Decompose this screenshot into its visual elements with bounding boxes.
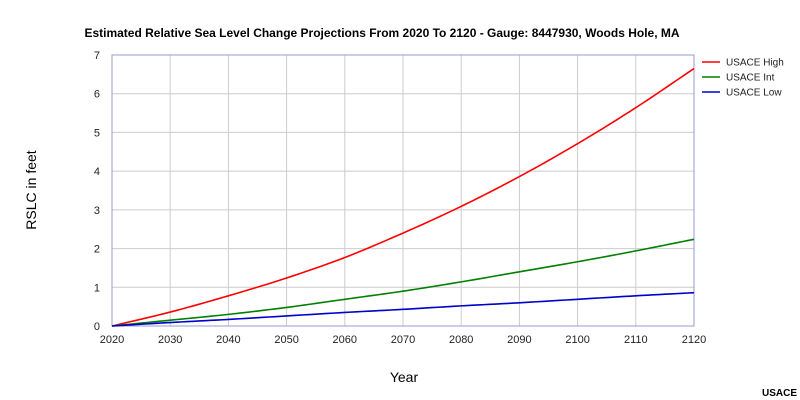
x-axis-label: Year [390,369,419,385]
legend-label-usace-low: USACE Low [726,88,782,99]
y-tick-label: 0 [94,321,100,333]
y-axis-ticks: 0 1 2 3 4 5 6 7 [94,50,100,333]
x-axis-ticks: 2020 2030 2040 2050 2060 2070 2080 2090 2100 2110… [100,334,706,346]
legend-label-usace-int: USACE Int [726,73,775,84]
x-tick-label: 2020 [100,334,124,346]
x-tick-label: 2030 [158,334,182,346]
legend: USACE High USACE Int USACE Low [702,58,784,99]
x-tick-label: 2100 [565,334,589,346]
plot-frame [111,54,695,327]
series-lines [111,67,695,327]
x-tick-label: 2040 [216,334,240,346]
series-line-usace-int [111,238,695,327]
y-axis-label: RSLC in feet [23,150,39,229]
chart-title: Estimated Relative Sea Level Change Proj… [84,26,679,40]
series-line-usace-high [111,67,695,327]
x-tick-label: 2060 [333,334,357,346]
series-line-usace-low [111,291,695,327]
y-tick-label: 4 [94,166,100,178]
y-tick-label: 3 [94,205,100,217]
y-tick-label: 5 [94,127,100,139]
credit-label: USACE [762,388,797,399]
x-tick-label: 2050 [274,334,298,346]
x-tick-label: 2090 [507,334,531,346]
y-tick-label: 7 [94,50,100,62]
grid-lines [112,55,694,326]
x-tick-label: 2080 [449,334,473,346]
x-tick-label: 2120 [682,334,706,346]
y-tick-label: 2 [94,244,100,256]
legend-label-usace-high: USACE High [726,58,784,69]
y-tick-label: 1 [94,282,100,294]
x-tick-label: 2110 [624,334,648,346]
x-tick-label: 2070 [391,334,415,346]
y-tick-label: 6 [94,89,100,101]
